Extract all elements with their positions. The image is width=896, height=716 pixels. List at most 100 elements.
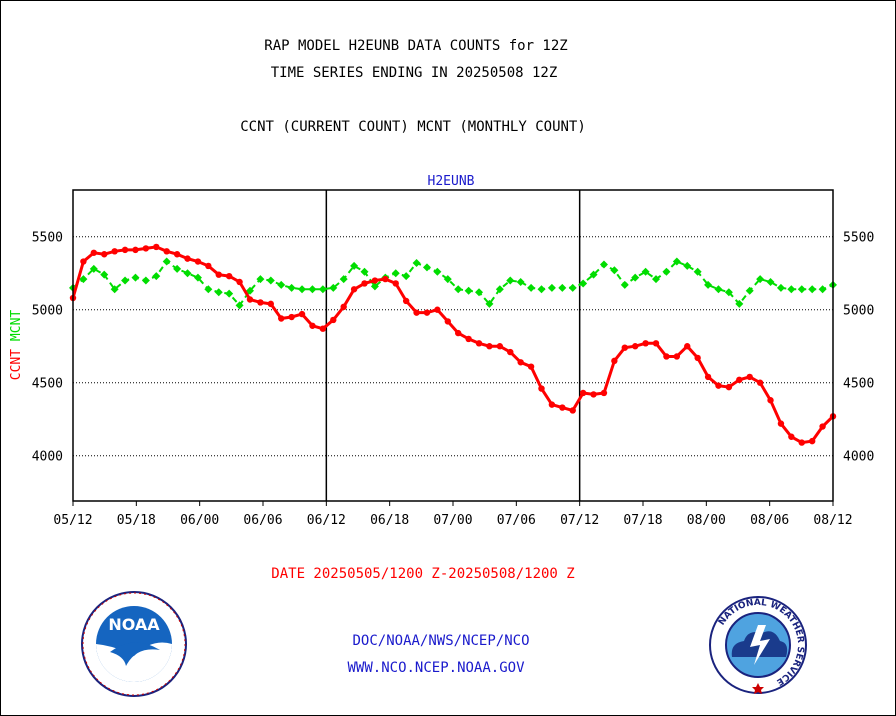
- url-link[interactable]: WWW.NCO.NCEP.NOAA.GOV: [347, 660, 525, 676]
- point-ccnt-38: [465, 335, 472, 343]
- point-mcnt-63: [724, 288, 733, 297]
- point-mcnt-3: [100, 270, 109, 279]
- noaa-logo: NOAA: [81, 591, 187, 697]
- point-mcnt-26: [339, 275, 348, 284]
- axis-layer: 4000 4000 4500 4500 5000 5000 5500 5500 05/12 05/…: [32, 231, 875, 528]
- point-mcnt-25: [329, 283, 338, 292]
- x-tick-label-07/00: 07/00: [433, 513, 472, 528]
- point-ccnt-24: [319, 325, 327, 332]
- point-ccnt-13: [205, 262, 212, 270]
- point-mcnt-27: [350, 261, 359, 270]
- point-ccnt-8: [153, 243, 160, 251]
- point-mcnt-32: [402, 272, 411, 281]
- point-ccnt-41: [496, 343, 504, 350]
- point-ccnt-37: [455, 329, 462, 337]
- point-ccnt-17: [246, 296, 254, 303]
- point-ccnt-40: [486, 343, 493, 350]
- point-mcnt-58: [672, 257, 681, 266]
- point-mcnt-23: [308, 285, 317, 294]
- point-ccnt-9: [163, 248, 170, 255]
- point-mcnt-50: [589, 270, 598, 279]
- y-tick-label-right-4000: 4000: [843, 450, 874, 465]
- y-tick-label-right-5000: 5000: [843, 304, 874, 319]
- point-mcnt-11: [183, 269, 192, 278]
- point-mcnt-41: [495, 285, 504, 294]
- point-ccnt-68: [777, 420, 785, 427]
- point-ccnt-12: [194, 258, 202, 265]
- x-tick-label-06/00: 06/00: [180, 513, 219, 528]
- point-ccnt-21: [288, 313, 295, 321]
- point-ccnt-58: [673, 353, 681, 360]
- x-tick-label-05/18: 05/18: [117, 513, 156, 528]
- series-layer: [69, 243, 837, 446]
- series-line-mcnt: [72, 260, 834, 307]
- x-tick-label-07/18: 07/18: [623, 513, 662, 528]
- point-mcnt-53: [620, 280, 629, 289]
- y-tick-label-left-5000: 5000: [32, 304, 63, 319]
- point-ccnt-60: [694, 354, 701, 362]
- y-tick-label-right-5500: 5500: [843, 231, 874, 246]
- y-axis-label-mcnt: MCNT: [9, 310, 24, 349]
- point-mcnt-61: [704, 280, 713, 289]
- point-ccnt-47: [559, 404, 566, 411]
- y-tick-label-left-4000: 4000: [32, 450, 63, 465]
- series-ccnt: [69, 243, 837, 446]
- point-ccnt-30: [382, 275, 389, 283]
- y-axis-label: CCNT MCNT: [9, 310, 24, 381]
- point-mcnt-44: [527, 283, 536, 292]
- svg-text:CCNT MCNT: CCNT MCNT: [9, 310, 24, 381]
- point-ccnt-53: [621, 344, 628, 351]
- point-ccnt-64: [736, 376, 743, 384]
- point-ccnt-50: [590, 391, 597, 398]
- x-tick-label-07/06: 07/06: [497, 513, 536, 528]
- chart-title-line2: TIME SERIES ENDING IN 20250508 12Z: [270, 65, 558, 81]
- point-ccnt-5: [121, 246, 129, 254]
- point-ccnt-48: [569, 407, 576, 414]
- point-ccnt-2: [90, 249, 98, 256]
- point-ccnt-32: [402, 297, 410, 305]
- point-ccnt-71: [808, 437, 816, 445]
- point-mcnt-42: [506, 276, 515, 285]
- point-mcnt-39: [475, 288, 484, 297]
- point-ccnt-27: [350, 286, 358, 293]
- point-mcnt-56: [652, 275, 661, 284]
- point-ccnt-51: [600, 389, 608, 397]
- y-tick-label-left-4500: 4500: [32, 377, 63, 392]
- point-ccnt-63: [725, 383, 733, 391]
- point-mcnt-43: [516, 277, 525, 286]
- point-ccnt-1: [80, 258, 87, 265]
- point-mcnt-2: [89, 264, 98, 273]
- point-mcnt-70: [797, 285, 806, 294]
- chart-title-line1: RAP MODEL H2EUNB DATA COUNTS for 12Z: [264, 38, 568, 54]
- point-ccnt-10: [173, 251, 181, 258]
- point-ccnt-67: [767, 397, 774, 404]
- point-mcnt-15: [225, 289, 234, 298]
- point-mcnt-72: [818, 285, 827, 294]
- point-ccnt-16: [236, 278, 243, 286]
- point-ccnt-7: [142, 245, 150, 252]
- point-ccnt-11: [184, 255, 191, 262]
- org-label: DOC/NOAA/NWS/NCEP/NCO: [352, 633, 530, 649]
- point-mcnt-4: [110, 285, 119, 294]
- point-mcnt-47: [558, 283, 567, 292]
- x-tick-label-05/12: 05/12: [53, 513, 92, 528]
- point-ccnt-69: [788, 433, 795, 440]
- point-ccnt-6: [132, 246, 139, 254]
- point-mcnt-48: [568, 283, 577, 292]
- point-mcnt-54: [631, 273, 640, 282]
- x-tick-label-08/06: 08/06: [750, 513, 789, 528]
- point-mcnt-31: [391, 269, 400, 278]
- point-mcnt-69: [787, 285, 796, 294]
- point-mcnt-71: [808, 285, 817, 294]
- point-mcnt-45: [537, 285, 546, 294]
- point-ccnt-25: [330, 316, 337, 324]
- point-mcnt-35: [433, 267, 442, 276]
- point-mcnt-8: [152, 272, 161, 281]
- point-ccnt-23: [309, 322, 316, 329]
- point-ccnt-57: [663, 353, 670, 360]
- point-ccnt-28: [361, 280, 368, 287]
- point-mcnt-19: [266, 276, 275, 285]
- point-mcnt-12: [193, 273, 202, 282]
- point-mcnt-29: [370, 282, 379, 291]
